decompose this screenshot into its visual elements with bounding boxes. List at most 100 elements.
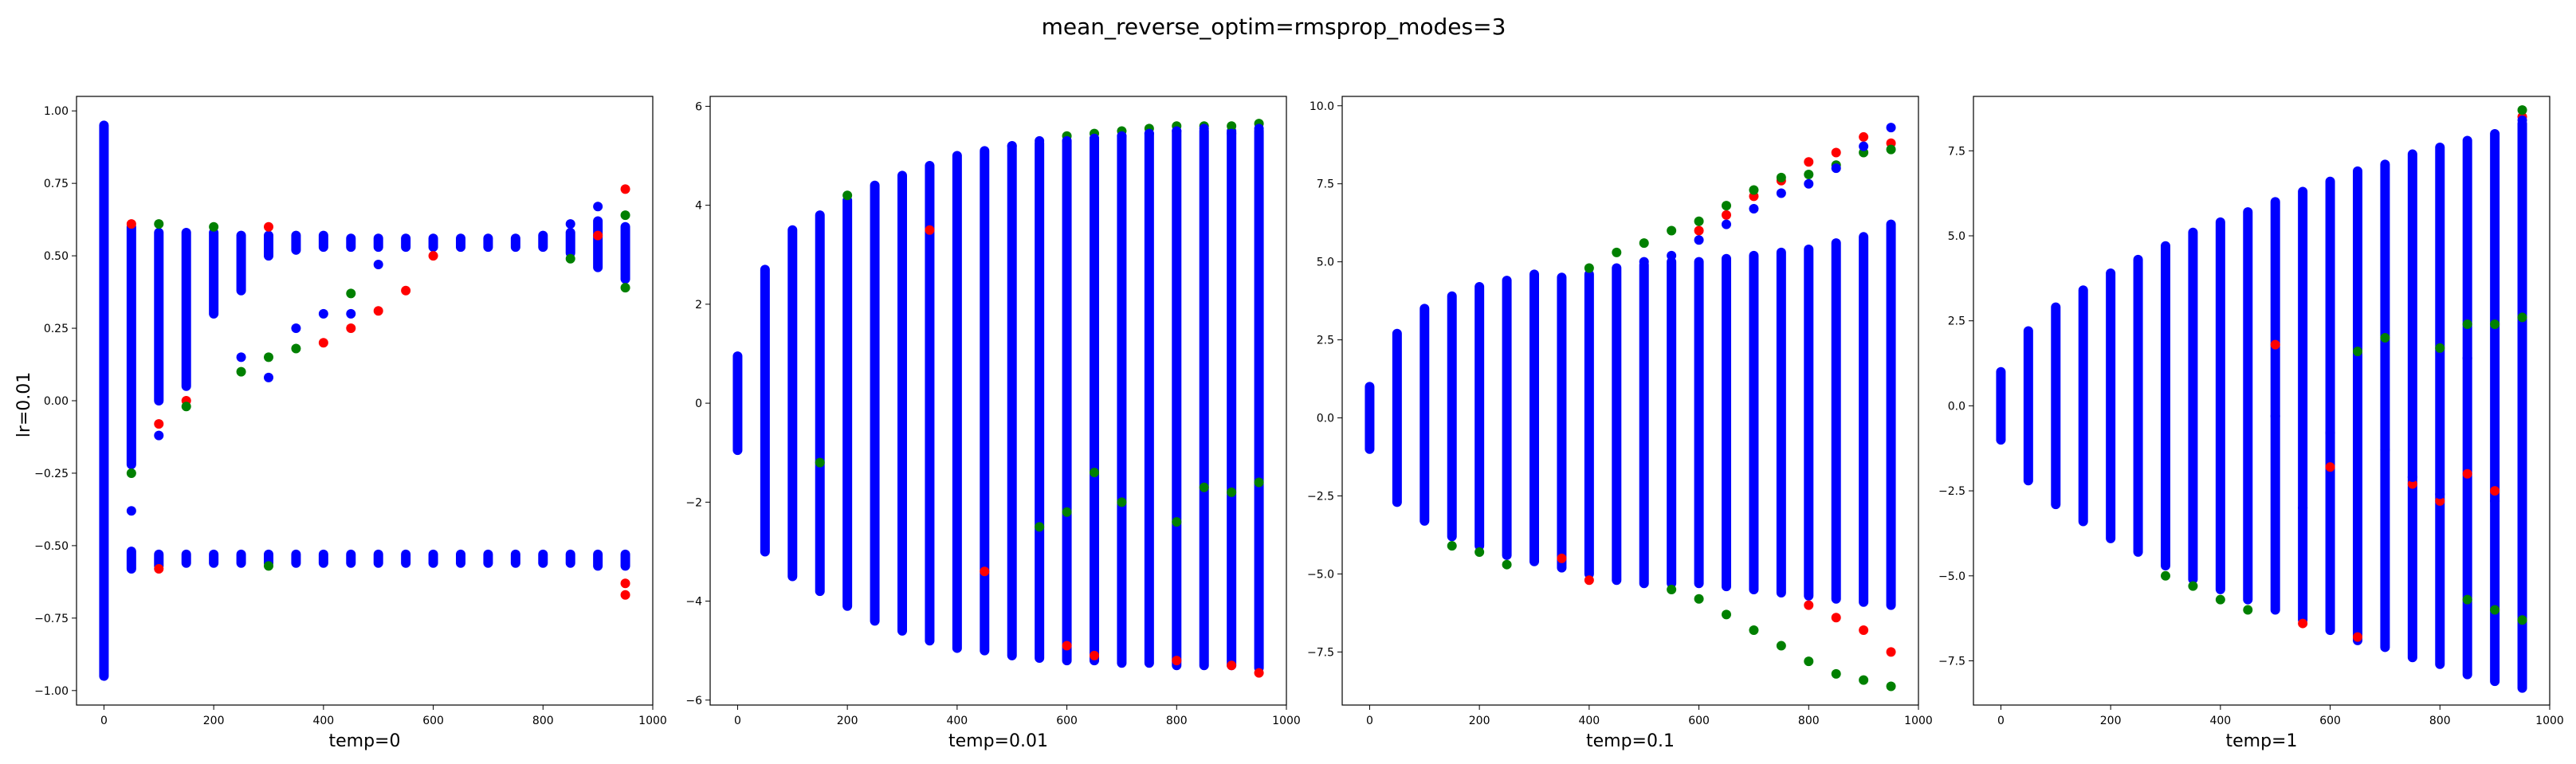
- point-column-650-1: [456, 549, 465, 568]
- green-point-9: [1227, 487, 1237, 497]
- plot-marks: [732, 119, 1264, 678]
- x-tick-label-4: 800: [1798, 715, 1820, 727]
- green-point-8: [154, 219, 164, 229]
- plot-marks: [1996, 105, 2527, 693]
- point-column-300-0: [1530, 269, 1539, 566]
- point-column-100-0: [2051, 302, 2061, 510]
- point-column-400-0: [318, 230, 328, 253]
- green-point-3: [2462, 319, 2472, 329]
- axes-frame: [1973, 96, 2550, 706]
- green-point-12: [1886, 681, 1896, 692]
- point-column-450-1: [346, 549, 356, 568]
- point-column-700-0: [2380, 159, 2390, 652]
- point-column-550-0: [401, 233, 411, 253]
- green-point-4: [2435, 343, 2445, 353]
- red-point-8: [2270, 339, 2280, 350]
- green-point-2: [565, 253, 575, 264]
- blue-point-8: [126, 506, 136, 516]
- blue-point-7: [1062, 135, 1072, 146]
- x-tick-label-2: 400: [1578, 715, 1600, 727]
- green-point-14: [1062, 507, 1072, 517]
- point-column-50-0: [2023, 326, 2033, 486]
- red-point-1: [1227, 660, 1237, 671]
- blue-point-0: [593, 202, 603, 212]
- y-tick-label-5: 4: [695, 200, 702, 213]
- green-point-5: [2380, 333, 2390, 343]
- green-point-13: [2243, 605, 2253, 615]
- x-tick-label-3: 600: [1688, 715, 1710, 727]
- green-point-15: [1035, 522, 1045, 532]
- red-point-6: [1062, 641, 1072, 651]
- x-tick-label-1: 200: [1469, 715, 1490, 727]
- y-tick-label-0: −1.00: [34, 685, 69, 698]
- x-tick-label-5: 1000: [2535, 715, 2564, 727]
- green-point-9: [181, 402, 191, 412]
- x-tick-label-0: 0: [734, 715, 741, 727]
- y-tick-label-3: −0.25: [34, 468, 69, 480]
- point-column-850-0: [1831, 238, 1841, 604]
- red-point-7: [346, 323, 356, 334]
- point-column-800-1: [538, 549, 548, 568]
- blue-point-4: [318, 308, 328, 319]
- x-tick-label-2: 400: [2209, 715, 2231, 727]
- blue-point-9: [154, 430, 164, 441]
- point-column-900-0: [593, 216, 603, 272]
- x-axis-label: temp=1: [2226, 731, 2298, 751]
- green-point-13: [1090, 468, 1099, 478]
- green-point-19: [1694, 594, 1704, 604]
- y-tick-label-2: −2.5: [1938, 485, 1965, 498]
- point-column-700-1: [483, 549, 493, 568]
- point-column-0-0: [1996, 366, 2006, 445]
- y-tick-label-1: −0.75: [34, 613, 69, 625]
- blue-point-8: [1667, 250, 1677, 261]
- x-tick-label-1: 200: [837, 715, 858, 727]
- green-point-9: [2462, 594, 2472, 605]
- red-point-4: [2407, 479, 2417, 489]
- green-point-22: [1475, 547, 1485, 558]
- point-column-100-0: [787, 225, 798, 582]
- point-column-900-0: [2490, 128, 2500, 687]
- x-tick-label-5: 1000: [1904, 715, 1933, 727]
- red-point-6: [2298, 618, 2308, 629]
- point-column-750-0: [2407, 149, 2417, 663]
- point-column-450-0: [2243, 207, 2253, 605]
- green-point-10: [126, 468, 136, 478]
- point-column-900-0: [1227, 126, 1237, 671]
- subplot-2: 0 200 400 600 800 1000 −6 −4 −2 0 2 4 6 temp=0.01: [685, 96, 1301, 751]
- red-point-5: [2325, 462, 2335, 472]
- y-tick-label-4: 0.00: [44, 395, 69, 408]
- point-column-350-0: [925, 160, 935, 646]
- red-point-9: [1859, 625, 1869, 635]
- y-tick-label-5: 0.25: [44, 323, 69, 335]
- red-point-3: [2435, 496, 2445, 506]
- y-tick-label-4: 2.5: [1317, 335, 1334, 347]
- blue-point-2: [2490, 496, 2500, 506]
- point-column-250-0: [1502, 276, 1512, 560]
- point-column-600-0: [1062, 135, 1072, 666]
- y-tick-label-0: −7.5: [1307, 646, 1334, 659]
- green-point-4: [1776, 172, 1786, 182]
- point-column-200-1: [209, 549, 219, 568]
- point-column-800-0: [2435, 143, 2445, 669]
- point-column-500-1: [373, 549, 383, 568]
- blue-point-4: [1144, 128, 1154, 139]
- green-point-1: [620, 283, 630, 293]
- point-column-550-1: [401, 549, 411, 568]
- x-tick-label-1: 200: [203, 715, 225, 727]
- point-column-50-0: [1392, 328, 1402, 507]
- point-column-800-0: [538, 230, 548, 253]
- y-tick-label-2: −0.50: [34, 540, 69, 553]
- blue-point-3: [1172, 126, 1182, 136]
- green-point-17: [815, 457, 825, 468]
- point-column-650-0: [456, 233, 465, 253]
- green-point-12: [2215, 594, 2225, 605]
- point-column-250-0: [870, 180, 880, 626]
- plot-marks: [1365, 123, 1896, 692]
- x-tick-label-2: 400: [946, 715, 968, 727]
- figure-title: mean_reverse_optim=rmsprop_modes=3: [1042, 14, 1506, 40]
- point-column-950-0: [620, 221, 630, 284]
- axes-frame: [709, 96, 1287, 706]
- red-point-4: [925, 225, 935, 235]
- blue-point-1: [2462, 353, 2472, 363]
- point-column-900-0: [1859, 232, 1869, 607]
